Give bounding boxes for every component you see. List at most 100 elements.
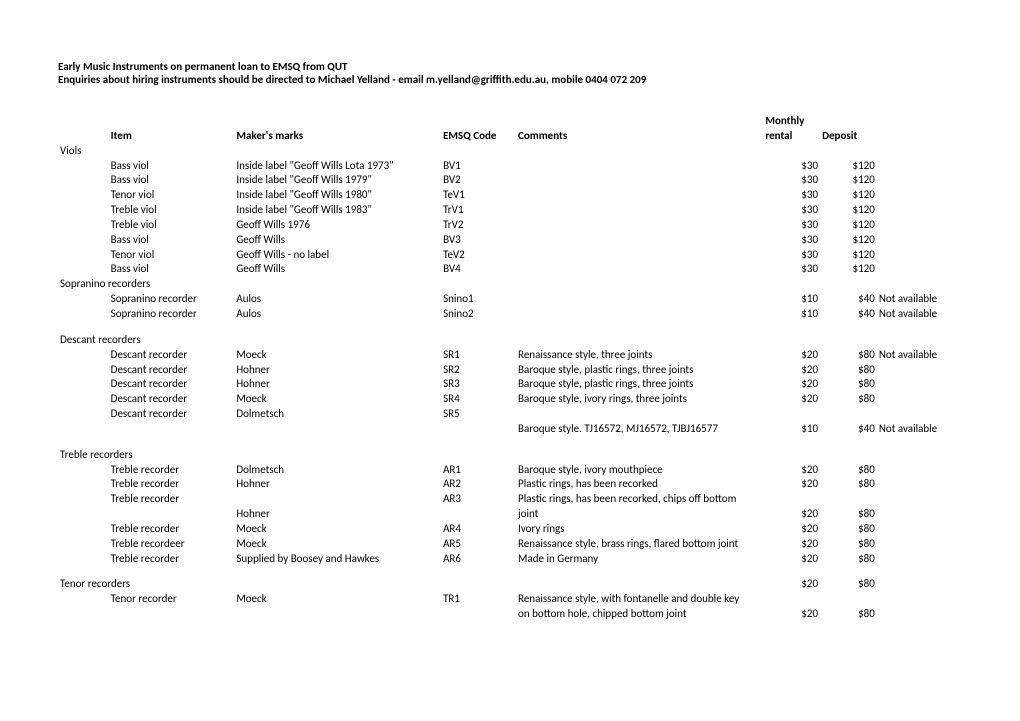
- cell-comments: Ivory rings: [516, 522, 763, 537]
- cell-code: AR1: [441, 463, 516, 478]
- cell-rent: $30: [763, 203, 820, 218]
- cell-rent: $20: [763, 507, 820, 522]
- cell-item: Descant recorder: [109, 363, 235, 378]
- cell-rent: $20: [763, 363, 820, 378]
- cell-maker: Supplied by Boosey and Hawkes: [234, 552, 441, 567]
- cell-comments: Renaissance style, with fontanelle and d…: [516, 592, 763, 607]
- category-label: Sopranino recorders: [58, 277, 234, 292]
- cell-dep: $80: [820, 392, 877, 407]
- cell-note: Not available: [877, 292, 962, 307]
- cell-dep: $120: [820, 233, 877, 248]
- cell-comments: [516, 188, 763, 203]
- cell-comments: Baroque style. TJ16572, MJ16572, TJBJ165…: [516, 422, 763, 437]
- header-row-1: Monthly: [58, 114, 962, 129]
- table-row: Bass violGeoff WillsBV3$30$120: [58, 233, 962, 248]
- cell-note: [877, 173, 962, 188]
- cell-note: Not available: [877, 348, 962, 363]
- cell-maker: Inside label "Geoff Wills 1983": [234, 203, 441, 218]
- cell-rent: $20: [763, 607, 820, 622]
- cell-note: [877, 477, 962, 492]
- cell-note: [877, 203, 962, 218]
- cell-maker: [234, 492, 441, 507]
- cell-note: [877, 392, 962, 407]
- cell-dep: [820, 492, 877, 507]
- cell-rent: $30: [763, 248, 820, 263]
- cell-dep: $120: [820, 203, 877, 218]
- cell-rent: $20: [763, 463, 820, 478]
- cell-comments: [516, 159, 763, 174]
- cell-rent: $20: [763, 477, 820, 492]
- table-row: Treble recorderDolmetschAR1Baroque style…: [58, 463, 962, 478]
- cell-dep: $80: [820, 507, 877, 522]
- cell-maker: Moeck: [234, 537, 441, 552]
- cell-code: AR6: [441, 552, 516, 567]
- cell-code: Snino2: [441, 307, 516, 322]
- cell-dep: $120: [820, 188, 877, 203]
- cell-maker: Hohner: [234, 363, 441, 378]
- table-row: Descant recorderDolmetschSR5: [58, 407, 962, 422]
- cell-note: [877, 552, 962, 567]
- cell-rent: $30: [763, 173, 820, 188]
- cell-rent: $20: [763, 537, 820, 552]
- cell-code: BV1: [441, 159, 516, 174]
- table-row: Treble recorderSupplied by Boosey and Ha…: [58, 552, 962, 567]
- cell-dep: $40: [820, 422, 877, 437]
- header-row-2: ItemMaker's marksEMSQ CodeCommentsrental…: [58, 129, 962, 144]
- document-page: Early Music Instruments on permanent loa…: [0, 0, 1020, 642]
- cell-item: [109, 607, 235, 622]
- cell-comments: on bottom hole, chipped bottom joint: [516, 607, 763, 622]
- cell-item: Descant recorder: [109, 348, 235, 363]
- cell-item: Sopranino recorder: [109, 292, 235, 307]
- cell-note: [877, 248, 962, 263]
- cell-item: Descant recorder: [109, 377, 235, 392]
- cell-note: Not available: [877, 422, 962, 437]
- cell-item: Tenor recorder: [109, 592, 235, 607]
- cell-code: TeV1: [441, 188, 516, 203]
- cell-rent: [763, 592, 820, 607]
- cell-note: Not available: [877, 307, 962, 322]
- cell-item: Tenor viol: [109, 248, 235, 263]
- table-row: Hohnerjoint$20$80: [58, 507, 962, 522]
- cell-code: Snino1: [441, 292, 516, 307]
- cell-note: [877, 218, 962, 233]
- col-rental-l1: Monthly: [763, 114, 820, 129]
- cell-comments: Baroque style, ivory mouthpiece: [516, 463, 763, 478]
- cell-note: [877, 522, 962, 537]
- cell-maker: Dolmetsch: [234, 407, 441, 422]
- cell-comments: [516, 292, 763, 307]
- cell-rent: $10: [763, 307, 820, 322]
- col-deposit: Deposit: [820, 129, 877, 144]
- table-row: Bass violGeoff WillsBV4$30$120: [58, 262, 962, 277]
- cell-item: Descant recorder: [109, 407, 235, 422]
- cell-comments: Made in Germany: [516, 552, 763, 567]
- col-rental-l2: rental: [763, 129, 820, 144]
- cell-comments: Renaissance style, brass rings, flared b…: [516, 537, 763, 552]
- cell-item: Descant recorder: [109, 392, 235, 407]
- table-row: Bass violInside label "Geoff Wills 1979"…: [58, 173, 962, 188]
- col-code: EMSQ Code: [441, 129, 516, 144]
- cell-note: [877, 188, 962, 203]
- table-row: Treble recorderAR3Plastic rings, has bee…: [58, 492, 962, 507]
- cell-maker: Aulos: [234, 292, 441, 307]
- cell-comments: Baroque style, ivory rings, three joints: [516, 392, 763, 407]
- cell-item: Tenor viol: [109, 188, 235, 203]
- table-row: Descant recorderMoeckSR4Baroque style, i…: [58, 392, 962, 407]
- cell-item: [109, 422, 235, 437]
- cell-dep: [820, 592, 877, 607]
- cell-maker: Geoff Wills - no label: [234, 248, 441, 263]
- table-row: Tenor violGeoff Wills - no labelTeV2$30$…: [58, 248, 962, 263]
- cell-maker: Moeck: [234, 392, 441, 407]
- table-row: Treble violInside label "Geoff Wills 198…: [58, 203, 962, 218]
- cell-maker: [234, 607, 441, 622]
- cell-item: Bass viol: [109, 262, 235, 277]
- category-row: Tenor recorders$20$80: [58, 577, 962, 592]
- cell-comments: [516, 307, 763, 322]
- cell-rent: $30: [763, 218, 820, 233]
- cell-dep: $120: [820, 173, 877, 188]
- cell-code: AR5: [441, 537, 516, 552]
- cell-code: [441, 422, 516, 437]
- cell-code: BV2: [441, 173, 516, 188]
- cell-code: [441, 607, 516, 622]
- cell-code: AR4: [441, 522, 516, 537]
- cell-item: Bass viol: [109, 233, 235, 248]
